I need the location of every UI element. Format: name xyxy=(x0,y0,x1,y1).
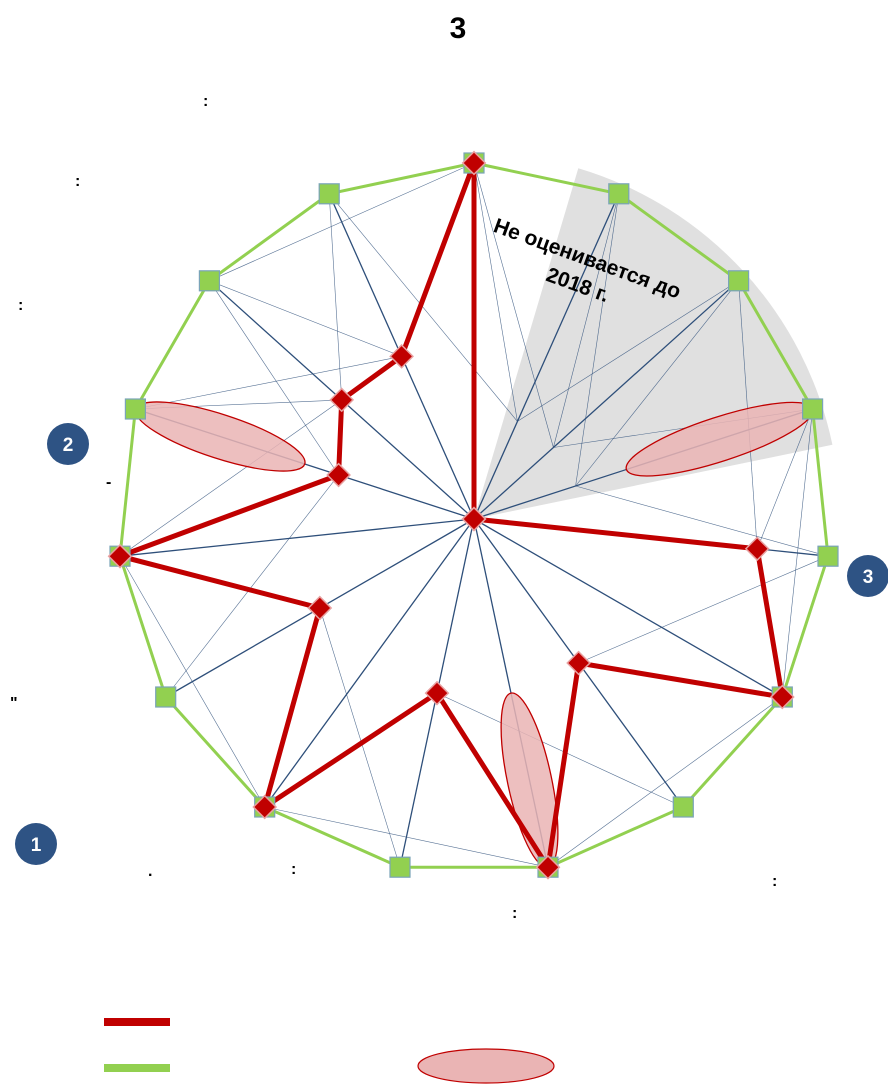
web-line xyxy=(319,607,401,868)
series-red-point xyxy=(744,536,770,562)
stray-mark: " xyxy=(10,695,18,712)
series-red-line xyxy=(111,162,786,875)
stray-mark: - xyxy=(106,474,111,491)
series-green-point xyxy=(155,686,177,708)
series-green-point xyxy=(389,856,411,878)
web-line xyxy=(575,485,829,557)
series-green-point xyxy=(198,270,220,292)
stray-mark: : xyxy=(772,873,777,890)
web-line xyxy=(578,555,829,664)
web-line xyxy=(209,280,402,357)
badge-2-number: 2 xyxy=(63,435,74,456)
web-line xyxy=(328,193,342,400)
stray-mark: : xyxy=(512,905,517,922)
series-red-point xyxy=(769,684,795,710)
web-line xyxy=(756,408,813,549)
series-red-point xyxy=(535,854,561,880)
stray-mark: : xyxy=(18,297,23,314)
series-green-point xyxy=(608,183,630,205)
legend-swatch-red xyxy=(104,1018,170,1026)
web-line xyxy=(575,193,620,487)
web-line xyxy=(165,474,339,698)
axis-line xyxy=(264,518,475,808)
web-line xyxy=(119,399,342,557)
series-green-point xyxy=(318,183,340,205)
highlight-ellipse xyxy=(500,692,559,869)
badge-1: 1 xyxy=(15,823,57,865)
stray-mark: : xyxy=(291,861,296,878)
series-green-point xyxy=(801,398,824,420)
series-red-point xyxy=(107,543,133,569)
web-line xyxy=(473,162,554,448)
stray-mark: : xyxy=(203,93,208,110)
axis-line xyxy=(473,193,620,520)
series-red-point xyxy=(307,595,333,621)
chart-title: 3 xyxy=(450,12,467,45)
badge-2: 2 xyxy=(47,423,89,465)
web-line xyxy=(575,280,739,487)
web-line xyxy=(517,280,739,422)
stray-mark: . xyxy=(148,863,152,880)
legend-swatch-green xyxy=(104,1064,170,1072)
badge-3: 3 xyxy=(847,555,888,597)
badge-3-number: 3 xyxy=(863,567,874,588)
legend xyxy=(104,1018,555,1084)
series-red-point xyxy=(424,680,450,706)
series-red-point xyxy=(461,506,487,532)
series-green-point xyxy=(124,398,147,420)
axis-line xyxy=(473,518,783,698)
series-red-point xyxy=(566,650,591,676)
series-red-point xyxy=(329,387,355,413)
series-green-line xyxy=(118,161,830,869)
series-green-point xyxy=(817,545,839,567)
web-line xyxy=(135,356,402,410)
web-line xyxy=(436,692,684,808)
series-red-point xyxy=(326,462,351,488)
series-green-point xyxy=(672,796,694,818)
series-green-point xyxy=(727,270,750,292)
axis-line xyxy=(119,518,475,557)
badge-1-number: 1 xyxy=(31,835,42,856)
web-line xyxy=(553,193,620,448)
series-red-point xyxy=(461,150,487,176)
axis-line xyxy=(473,280,740,520)
web-line xyxy=(473,162,518,422)
web-line xyxy=(328,193,518,422)
legend-swatch-highlight xyxy=(417,1048,555,1084)
series-red-point xyxy=(252,794,278,820)
web-line xyxy=(209,280,339,476)
series-red-point xyxy=(389,344,414,369)
stray-mark: : xyxy=(75,173,80,190)
